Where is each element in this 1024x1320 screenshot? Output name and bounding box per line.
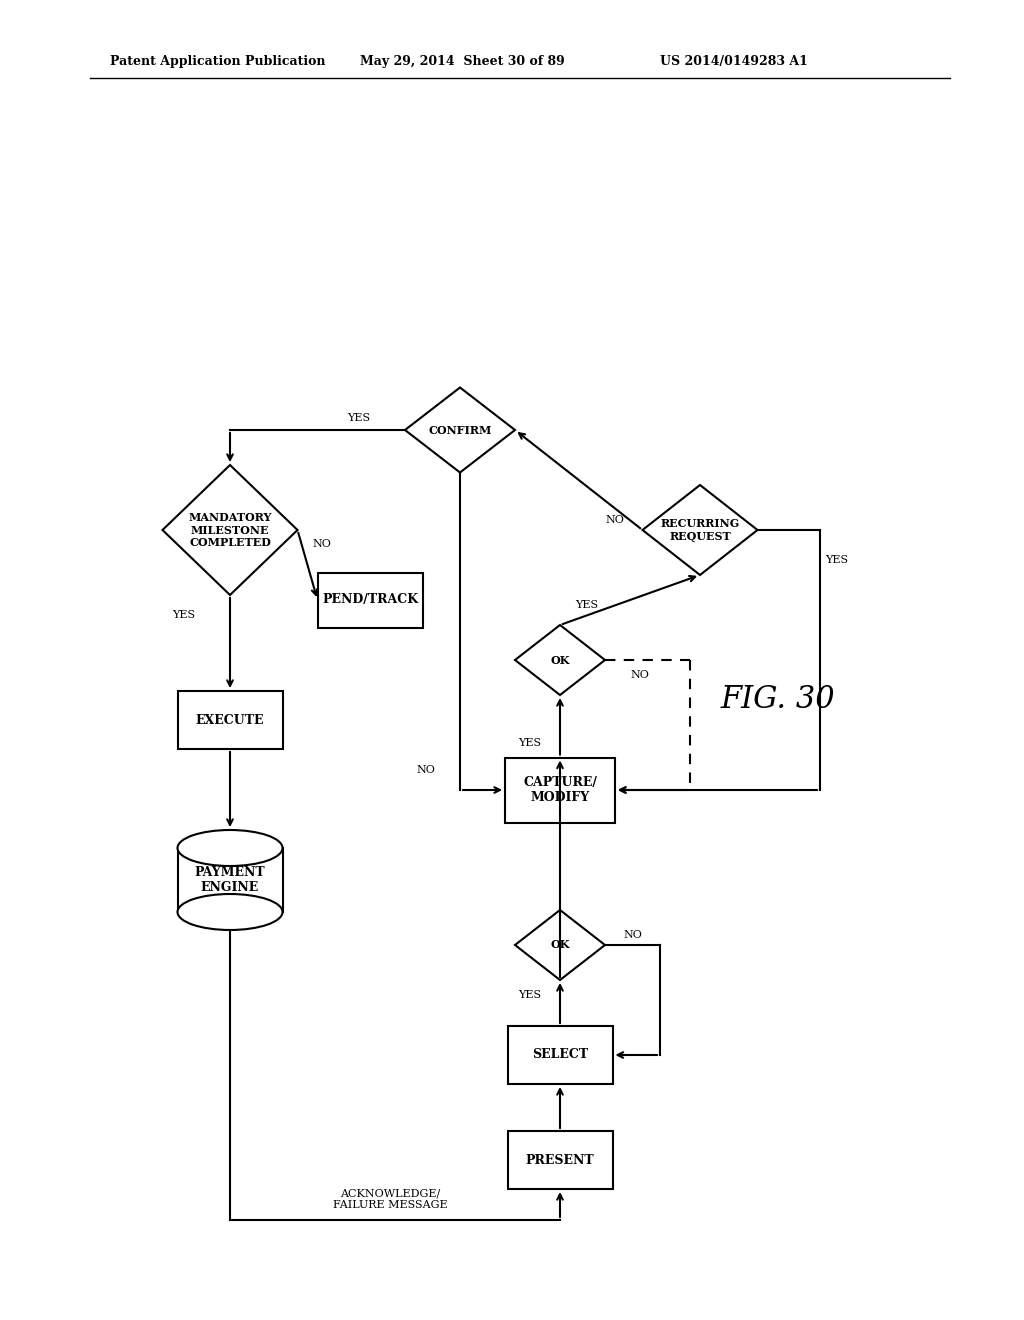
- Text: NO: NO: [605, 515, 625, 525]
- Text: May 29, 2014  Sheet 30 of 89: May 29, 2014 Sheet 30 of 89: [360, 55, 565, 69]
- Text: YES: YES: [575, 601, 598, 610]
- Bar: [317, 573, 423, 627]
- Text: FIG. 30: FIG. 30: [720, 685, 835, 715]
- Bar: [177, 690, 283, 748]
- Bar: [177, 847, 283, 912]
- Text: CONFIRM: CONFIRM: [428, 425, 492, 436]
- Text: RECURRING
REQUEST: RECURRING REQUEST: [660, 517, 739, 543]
- Text: PRESENT: PRESENT: [525, 1154, 594, 1167]
- Text: US 2014/0149283 A1: US 2014/0149283 A1: [660, 55, 808, 69]
- Text: YES: YES: [518, 738, 542, 747]
- Polygon shape: [406, 388, 515, 473]
- Bar: [508, 1131, 612, 1189]
- Text: YES: YES: [825, 554, 848, 565]
- Bar: [508, 1026, 612, 1084]
- Text: PAYMENT
ENGINE: PAYMENT ENGINE: [195, 866, 265, 894]
- Text: NO: NO: [312, 539, 332, 549]
- Ellipse shape: [177, 830, 283, 866]
- Text: OK: OK: [550, 940, 569, 950]
- Polygon shape: [163, 465, 298, 595]
- Text: MANDATORY
MILESTONE
COMPLETED: MANDATORY MILESTONE COMPLETED: [188, 512, 271, 548]
- Polygon shape: [515, 624, 605, 696]
- Text: YES: YES: [347, 413, 370, 422]
- Text: CAPTURE/
MODIFY: CAPTURE/ MODIFY: [523, 776, 597, 804]
- Text: SELECT: SELECT: [531, 1048, 588, 1061]
- Text: EXECUTE: EXECUTE: [196, 714, 264, 726]
- Text: YES: YES: [518, 990, 542, 1001]
- Text: NO: NO: [416, 766, 435, 775]
- Text: NO: NO: [630, 671, 649, 680]
- Text: NO: NO: [623, 931, 642, 940]
- Ellipse shape: [177, 894, 283, 931]
- Text: Patent Application Publication: Patent Application Publication: [110, 55, 326, 69]
- Bar: [505, 758, 615, 822]
- Text: PEND/TRACK: PEND/TRACK: [322, 594, 418, 606]
- Text: ACKNOWLEDGE/
FAILURE MESSAGE: ACKNOWLEDGE/ FAILURE MESSAGE: [333, 1188, 447, 1210]
- Text: OK: OK: [550, 655, 569, 665]
- Polygon shape: [515, 909, 605, 979]
- Ellipse shape: [177, 830, 283, 866]
- Polygon shape: [642, 484, 758, 576]
- Text: YES: YES: [172, 610, 195, 620]
